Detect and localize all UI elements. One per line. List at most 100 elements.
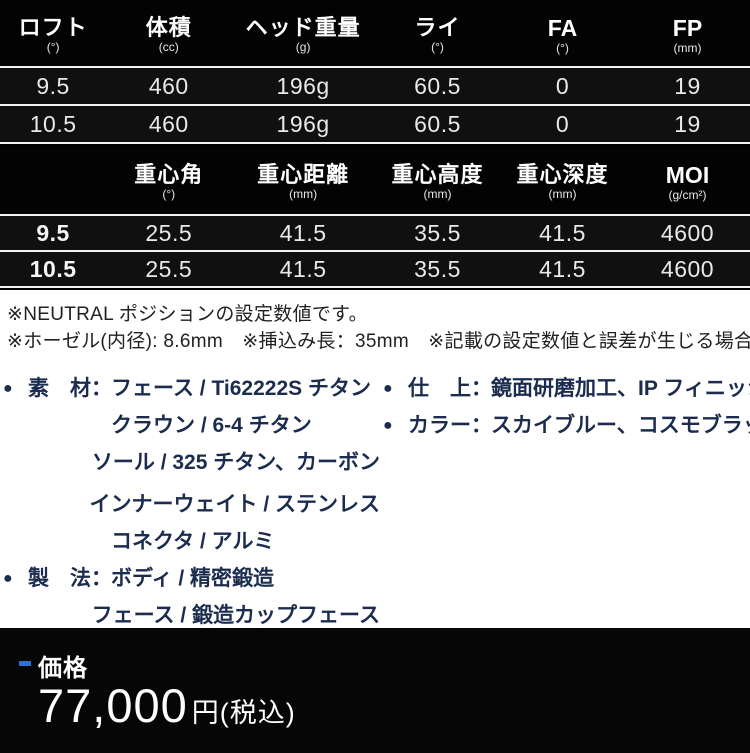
header-head-weight-label: ヘッド重量 <box>245 15 361 41</box>
header-moi-label: MOI <box>665 161 710 188</box>
price-label: 価格 <box>38 655 88 682</box>
header-loft-label: ロフト <box>18 15 88 41</box>
table-divider <box>0 286 750 290</box>
bullet-icon: ● <box>383 417 393 434</box>
bullet-icon: ● <box>3 570 13 587</box>
header-cg-distance: 重心距離 (mm) <box>231 159 375 201</box>
cell-cg-angle: 25.5 <box>145 255 193 282</box>
detail-specs-left-column: ● 素 材： フェース / Ti62222S チタン クラウン / 6-4 チタ… <box>0 376 380 627</box>
spec-table-basic: ロフト (°) 体積 (cc) ヘッド重量 (g) ライ (°) FA (°) … <box>0 0 750 146</box>
spec-line-material-face: ● 素 材： フェース / Ti62222S チタン <box>0 376 380 401</box>
spec-label: 製 法： <box>28 567 112 590</box>
header-fp-label: FP <box>672 14 703 41</box>
table-row: 9.5 460 196g 60.5 0 19 <box>0 66 750 104</box>
cell-loft-9-5: 9.5 <box>36 219 70 246</box>
header-cg-height-unit: (mm) <box>423 187 452 202</box>
cell-fa: 0 <box>555 110 570 137</box>
cell-lie: 60.5 <box>414 72 461 99</box>
cell-head-weight: 196g <box>276 110 330 137</box>
spec-value: コネクタ / アルミ <box>111 530 275 553</box>
header-cg-angle-label: 重心角 <box>134 162 204 188</box>
header-fa: FA (°) <box>500 12 625 55</box>
cell-cg-height: 35.5 <box>414 255 461 282</box>
spec-value: フェース / Ti62222S チタン <box>111 377 371 400</box>
cell-loft-10-5: 10.5 <box>29 110 77 137</box>
spec-value: 鏡面研磨加工、IP フィニッシュ <box>491 377 750 400</box>
header-cg-height-label: 重心高度 <box>391 162 484 188</box>
spec-table-cg: 重心角 (°) 重心距離 (mm) 重心高度 (mm) 重心深度 (mm) MO… <box>0 146 750 290</box>
note-hosel-spec: ※ホーゼル(内径): 8.6mm ※挿込み長：35mm ※記載の設定数値と誤差が… <box>7 331 750 352</box>
header-lie-label: ライ <box>414 15 461 41</box>
cell-loft-9-5: 9.5 <box>36 72 70 99</box>
cell-cg-angle: 25.5 <box>145 219 193 246</box>
bullet-icon: ● <box>3 380 13 397</box>
cell-volume: 460 <box>148 110 189 137</box>
header-lie: ライ (°) <box>375 12 500 54</box>
spec-line-finish: ● 仕 上： 鏡面研磨加工、IP フィニッシュ <box>380 376 750 401</box>
cell-moi: 4600 <box>660 219 715 246</box>
header-moi: MOI (g/cm²) <box>625 159 750 202</box>
spec-line-color: ● カラー： スカイブルー、コスモブラック <box>380 413 750 438</box>
spec-line-method-body: ● 製 法： ボディ / 精密鍛造 <box>0 566 380 591</box>
cell-lie: 60.5 <box>414 110 461 137</box>
cell-volume: 460 <box>148 72 189 99</box>
header-cg-depth-label: 重心深度 <box>516 162 609 188</box>
cell-cg-depth: 41.5 <box>539 219 586 246</box>
price-tax-suffix: 円(税込) <box>191 698 296 728</box>
cell-cg-distance: 41.5 <box>279 255 327 282</box>
cell-cg-height: 35.5 <box>414 219 461 246</box>
table-row: 10.5 25.5 41.5 35.5 41.5 4600 <box>0 250 750 286</box>
bullet-icon: ● <box>383 380 393 397</box>
header-moi-unit: (g/cm²) <box>668 187 707 202</box>
cell-moi: 4600 <box>660 255 715 282</box>
header-fp: FP (mm) <box>625 12 750 55</box>
table-row: 10.5 460 196g 60.5 0 19 <box>0 104 750 142</box>
header-fa-label: FA <box>547 14 578 41</box>
header-head-weight-unit: (g) <box>295 40 311 55</box>
header-empty <box>0 177 106 183</box>
header-head-weight: ヘッド重量 (g) <box>231 12 375 54</box>
spec-line-material-connector: コネクタ / アルミ <box>0 529 380 554</box>
spec-value: フェース / 鍛造カップフェース <box>91 604 380 627</box>
price-amount-row: 77,000 円(税込) <box>38 678 296 733</box>
detail-specs-right-column: ● 仕 上： 鏡面研磨加工、IP フィニッシュ ● カラー： スカイブルー、コス… <box>380 376 750 614</box>
header-loft-unit: (°) <box>46 40 60 55</box>
table-row: 9.5 25.5 41.5 35.5 41.5 4600 <box>0 214 750 250</box>
header-cg-distance-unit: (mm) <box>289 187 318 202</box>
header-lie-unit: (°) <box>431 40 444 55</box>
spec-value: ボディ / 精密鍛造 <box>111 567 275 590</box>
header-cg-depth-unit: (mm) <box>548 187 577 202</box>
cell-loft-10-5: 10.5 <box>29 255 77 282</box>
header-volume-unit: (cc) <box>158 40 179 55</box>
spec-table-basic-header-row: ロフト (°) 体積 (cc) ヘッド重量 (g) ライ (°) FA (°) … <box>0 0 750 66</box>
price-section: 価格 77,000 円(税込) <box>0 628 750 753</box>
header-cg-height: 重心高度 (mm) <box>375 159 500 201</box>
cell-fa: 0 <box>555 72 570 99</box>
note-neutral-position: ※NEUTRAL ポジションの設定数値です。 <box>7 304 368 325</box>
spec-value: ソール / 325 チタン、カーボン <box>91 451 380 474</box>
spec-value: クラウン / 6-4 チタン <box>111 414 312 437</box>
header-cg-distance-label: 重心距離 <box>257 162 350 188</box>
header-cg-angle: 重心角 (°) <box>106 159 231 201</box>
spec-value: インナーウェイト / ステンレス <box>89 493 380 516</box>
cell-cg-distance: 41.5 <box>279 219 327 246</box>
spec-label: 仕 上： <box>408 377 492 400</box>
spec-line-material-crown: クラウン / 6-4 チタン <box>0 413 380 438</box>
spec-line-method-face: フェース / 鍛造カップフェース <box>0 603 380 628</box>
price-accent-dash-icon <box>19 661 31 666</box>
cell-fp: 19 <box>674 72 701 99</box>
spec-label: カラー： <box>408 414 492 437</box>
cell-cg-depth: 41.5 <box>539 255 586 282</box>
notes-section: ※NEUTRAL ポジションの設定数値です。 ※ホーゼル(内径): 8.6mm … <box>0 290 750 364</box>
detail-specs-section: ● 素 材： フェース / Ti62222S チタン クラウン / 6-4 チタ… <box>0 364 750 627</box>
header-cg-depth: 重心深度 (mm) <box>500 159 625 201</box>
header-volume-label: 体積 <box>145 15 192 41</box>
header-loft: ロフト (°) <box>0 12 106 54</box>
table-divider <box>0 142 750 146</box>
cell-head-weight: 196g <box>276 72 330 99</box>
header-fp-unit: (mm) <box>673 40 702 55</box>
cell-fp: 19 <box>674 110 701 137</box>
header-cg-angle-unit: (°) <box>162 187 176 202</box>
spec-table-cg-header-row: 重心角 (°) 重心距離 (mm) 重心高度 (mm) 重心深度 (mm) MO… <box>0 146 750 214</box>
price-amount: 77,000 <box>38 679 188 732</box>
